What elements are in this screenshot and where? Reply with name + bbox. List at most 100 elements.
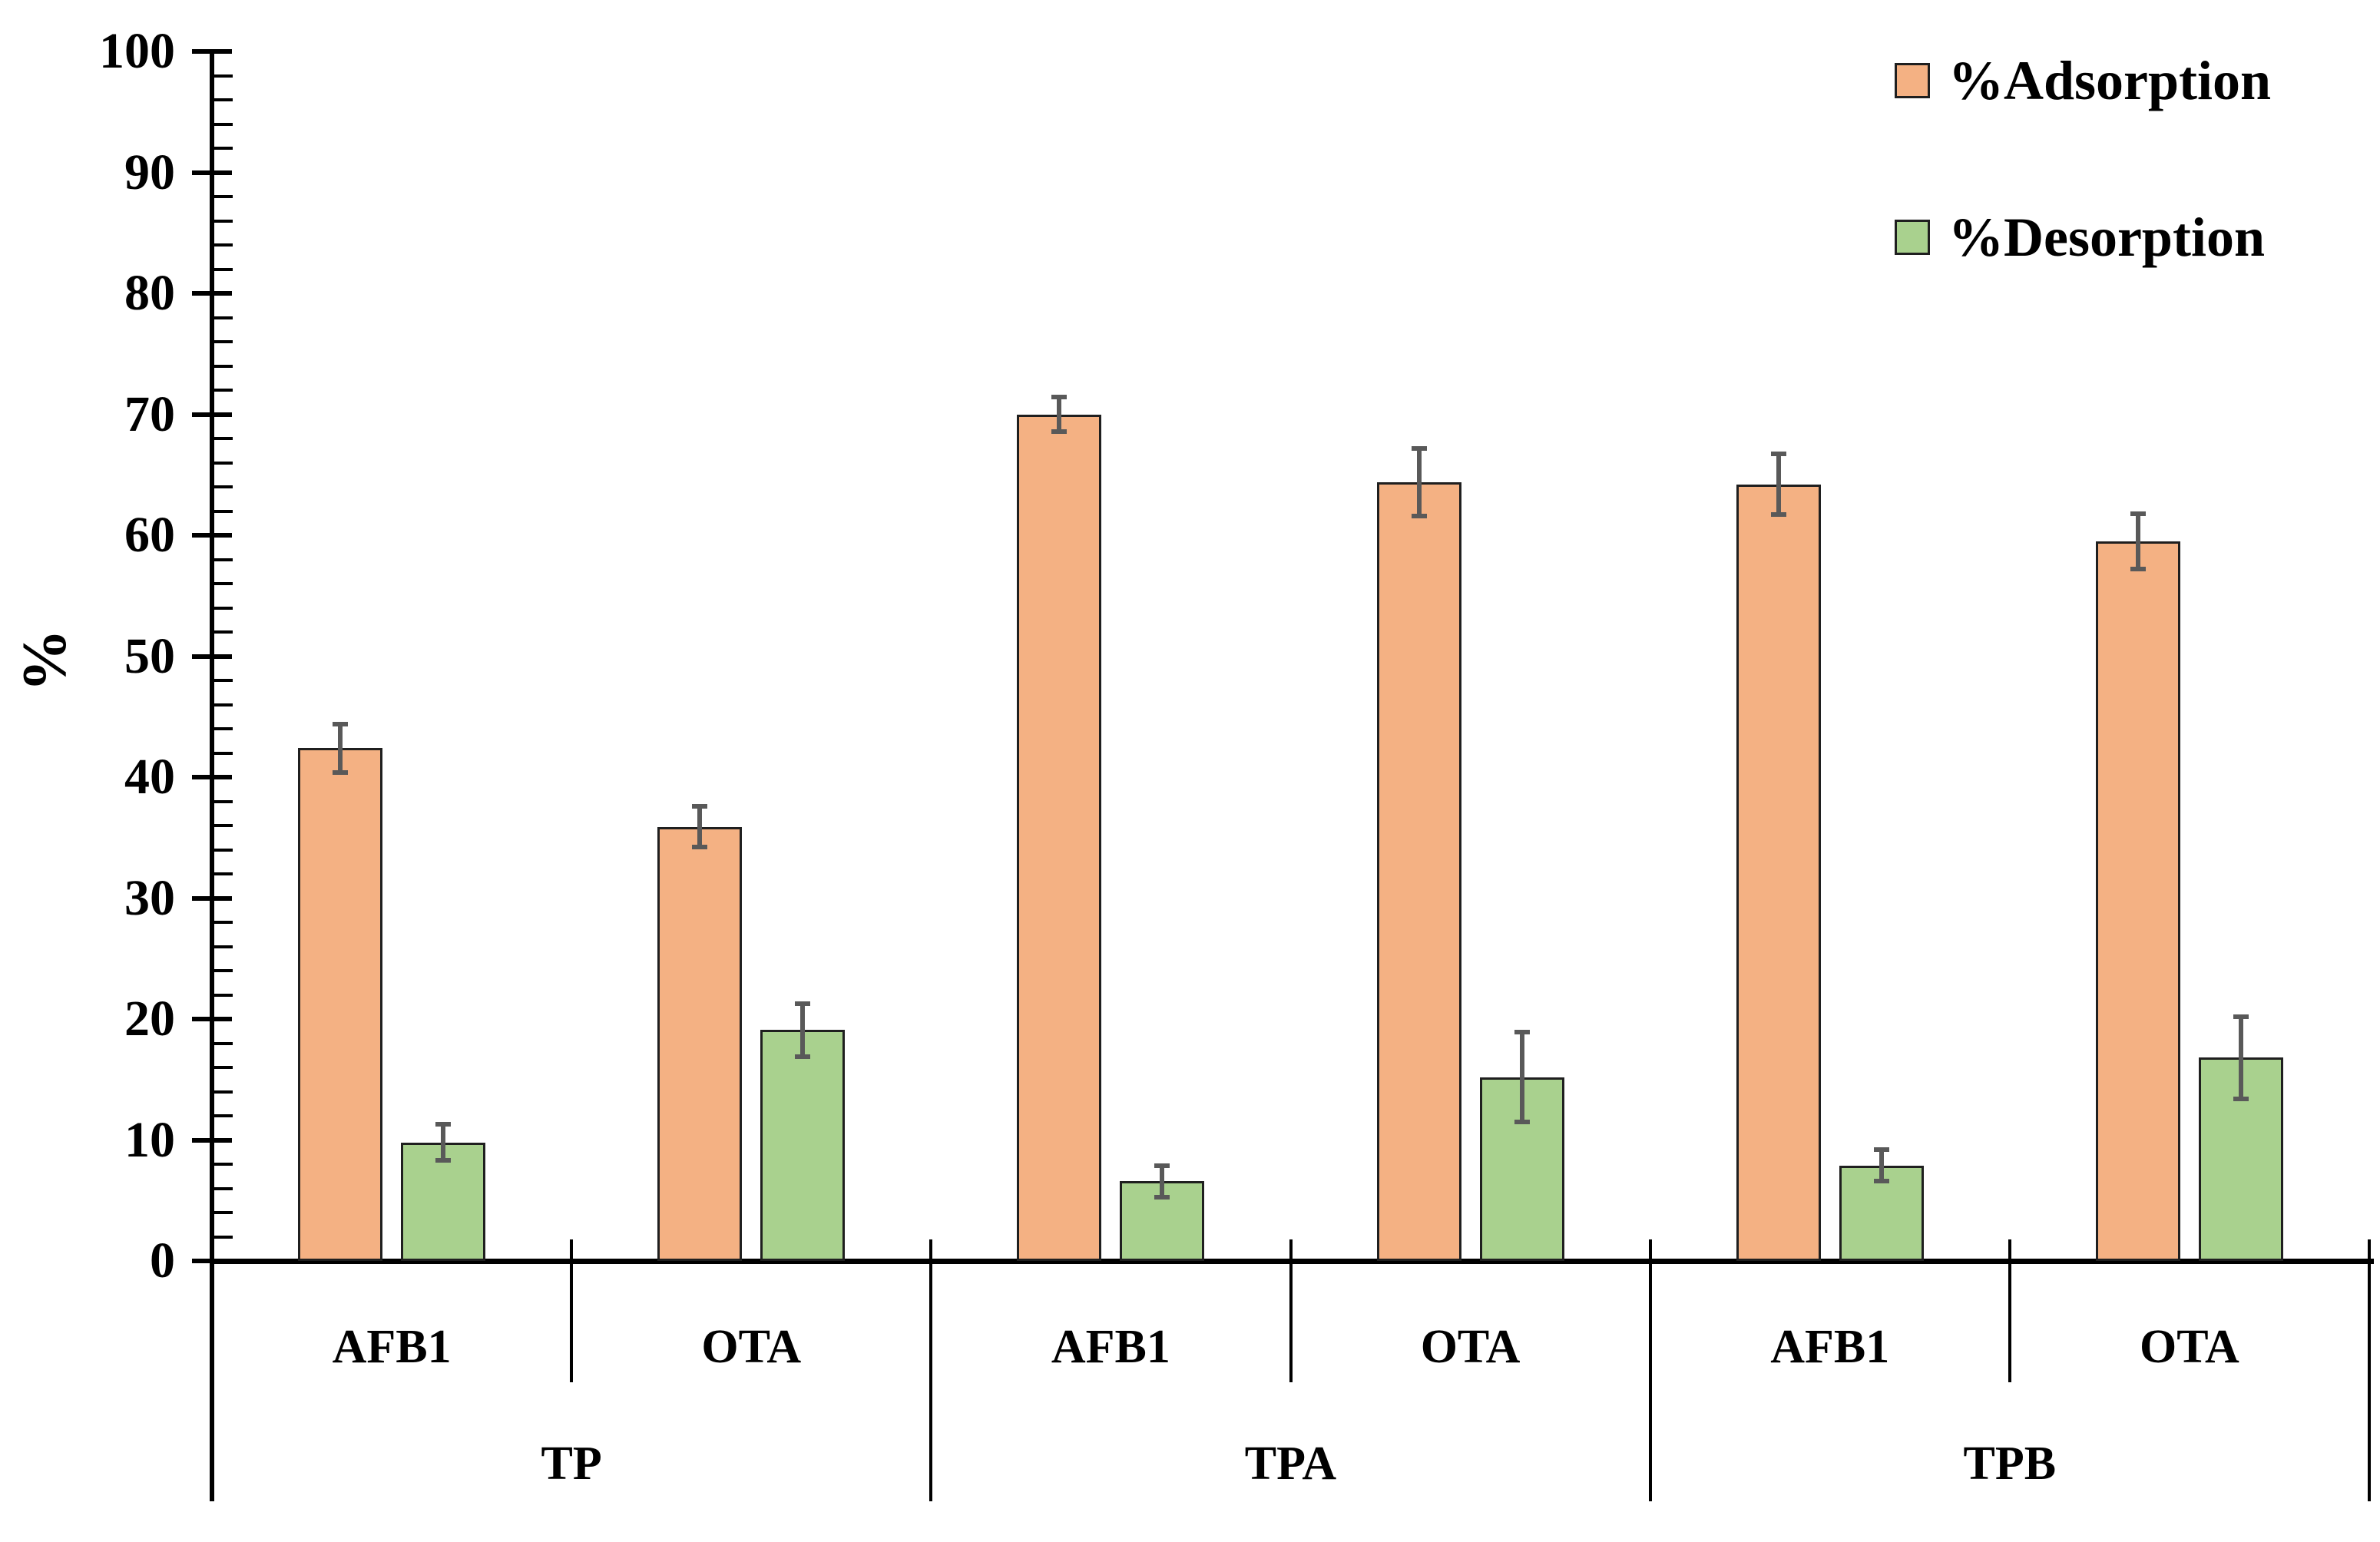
- y-minor-tick: [214, 1066, 233, 1069]
- y-tick-label: 80: [124, 265, 175, 321]
- y-minor-tick: [214, 751, 233, 755]
- error-bar-cap-bottom: [1411, 513, 1427, 518]
- y-minor-tick: [214, 606, 233, 610]
- y-minor-tick: [214, 74, 233, 78]
- y-minor-tick: [214, 1114, 233, 1117]
- group-label: TPA: [1244, 1438, 1337, 1490]
- y-minor-tick: [214, 1186, 233, 1190]
- error-bar-cap-bottom: [1051, 429, 1068, 434]
- y-major-tick: [192, 170, 232, 175]
- error-bar-cap-bottom: [1514, 1119, 1530, 1124]
- y-minor-tick: [214, 219, 233, 223]
- legend-label-adsorption: %Adsorption: [1948, 50, 2272, 111]
- error-bar-cap-bottom: [1770, 512, 1786, 518]
- y-minor-tick: [214, 582, 233, 585]
- y-minor-tick: [214, 727, 233, 730]
- error-bar-line: [1519, 1032, 1524, 1122]
- error-bar-cap-bottom: [2130, 567, 2146, 572]
- category-divider-stub: [1289, 1239, 1293, 1261]
- category-label: AFB1: [332, 1321, 452, 1373]
- bar-adsorption: [657, 826, 743, 1261]
- y-tick-label: 40: [124, 749, 175, 805]
- error-bar-line: [441, 1124, 446, 1161]
- category-label: OTA: [701, 1321, 802, 1373]
- error-bar-cap-top: [1411, 445, 1427, 451]
- y-minor-tick: [214, 1090, 233, 1094]
- error-bar-line: [697, 806, 703, 848]
- y-tick-label: 20: [124, 991, 175, 1047]
- group-divider: [2368, 1261, 2371, 1501]
- y-minor-tick: [214, 437, 233, 440]
- error-bar-cap-top: [692, 803, 708, 809]
- error-bar-line: [1416, 448, 1422, 516]
- y-tick-label: 50: [124, 627, 175, 684]
- error-bar-line: [800, 1003, 806, 1057]
- y-minor-tick: [214, 243, 233, 247]
- error-bar-cap-bottom: [2233, 1096, 2249, 1101]
- y-minor-tick: [214, 1163, 233, 1166]
- error-bar-cap-top: [2130, 511, 2146, 516]
- error-bar-cap-bottom: [795, 1054, 811, 1059]
- bar-adsorption: [1017, 414, 1102, 1261]
- y-major-tick: [192, 412, 232, 417]
- error-bar-cap-top: [1873, 1147, 1889, 1153]
- y-tick-label: 90: [124, 144, 175, 200]
- y-major-tick: [192, 291, 232, 296]
- desorption-swatch: [1895, 220, 1930, 255]
- group-divider: [929, 1261, 933, 1501]
- bar-adsorption: [2095, 541, 2180, 1261]
- bar-adsorption: [1376, 481, 1461, 1261]
- legend-label-desorption: %Desorption: [1948, 207, 2265, 268]
- error-bar-cap-top: [1051, 395, 1068, 400]
- y-minor-tick: [214, 122, 233, 126]
- y-major-tick: [192, 49, 232, 54]
- y-minor-tick: [214, 848, 233, 852]
- bar-desorption: [760, 1030, 846, 1261]
- y-major-tick: [192, 1017, 232, 1021]
- y-minor-tick: [214, 679, 233, 682]
- legend-item-desorption: %Desorption: [1895, 207, 2265, 268]
- error-bar-line: [338, 723, 343, 773]
- y-minor-tick: [214, 195, 233, 198]
- y-minor-tick: [214, 509, 233, 513]
- y-minor-tick: [214, 799, 233, 803]
- y-major-tick: [192, 1259, 232, 1263]
- y-tick-label: 0: [150, 1233, 175, 1289]
- y-major-tick: [192, 895, 232, 901]
- category-label: AFB1: [1051, 1321, 1170, 1373]
- error-bar-cap-bottom: [1154, 1194, 1170, 1200]
- y-major-tick: [192, 533, 232, 538]
- bar-adsorption: [1736, 484, 1821, 1261]
- y-minor-tick: [214, 461, 233, 465]
- error-bar-cap-top: [1514, 1030, 1530, 1035]
- error-bar-cap-top: [1154, 1163, 1170, 1168]
- legend-item-adsorption: %Adsorption: [1895, 50, 2272, 111]
- category-divider-stub: [570, 1239, 574, 1261]
- y-minor-tick: [214, 872, 233, 875]
- category-divider: [1289, 1261, 1293, 1382]
- y-minor-tick: [214, 340, 233, 343]
- y-minor-tick: [214, 558, 233, 561]
- group-divider: [1648, 1261, 1652, 1501]
- group-divider-stub: [1648, 1239, 1652, 1261]
- bar-adsorption: [298, 748, 383, 1261]
- y-minor-tick: [214, 993, 233, 997]
- error-bar-cap-bottom: [1873, 1179, 1889, 1184]
- y-tick-label: 10: [124, 1111, 175, 1168]
- error-bar-cap-top: [435, 1122, 452, 1127]
- y-minor-tick: [214, 485, 233, 488]
- error-bar-line: [1057, 397, 1062, 432]
- y-major-tick: [192, 654, 232, 659]
- group-divider-stub: [2368, 1239, 2371, 1261]
- y-minor-tick: [214, 824, 233, 827]
- y-tick-label: 70: [124, 386, 175, 442]
- group-label: TPB: [1963, 1438, 2057, 1490]
- error-bar-cap-bottom: [333, 769, 349, 775]
- y-minor-tick: [214, 316, 233, 319]
- error-bar-line: [2238, 1016, 2243, 1099]
- error-bar-cap-top: [333, 721, 349, 726]
- category-divider: [570, 1261, 574, 1382]
- y-tick-label: 30: [124, 869, 175, 926]
- y-minor-tick: [214, 1235, 233, 1239]
- y-minor-tick: [214, 147, 233, 150]
